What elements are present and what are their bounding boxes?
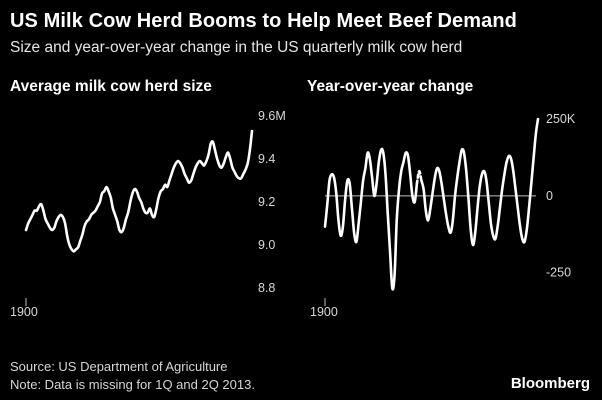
yoy-change-x-tick-label: 1900 <box>310 305 338 319</box>
herd-size-y-tick-0: 8.8 <box>258 281 275 295</box>
yoy-change-y-tick-0: -250 <box>546 266 571 280</box>
data-note: Note: Data is missing for 1Q and 2Q 2013… <box>10 377 255 392</box>
herd-size-y-tick-1: 9.0 <box>258 238 275 252</box>
yoy-change-series-line-0-seg-0 <box>323 147 419 291</box>
yoy-change-y-tick-1: 0 <box>546 189 553 203</box>
herd-size-y-tick-2: 9.2 <box>258 195 275 209</box>
bloomberg-logo: Bloomberg <box>510 375 590 392</box>
chart-title: US Milk Cow Herd Booms to Help Meet Beef… <box>10 10 517 32</box>
herd-size-x-tick-label: 1900 <box>10 305 38 319</box>
left-panel-title: Average milk cow herd size <box>10 78 212 95</box>
yoy-change-series-line-0-seg-1 <box>415 169 423 185</box>
yoy-change-y-tick-2: 250K <box>546 112 576 126</box>
chart-subtitle: Size and year-over-year change in the US… <box>10 39 463 56</box>
yoy-change-series-line-0-seg-2 <box>420 117 540 247</box>
right-panel-title: Year-over-year change <box>307 78 474 95</box>
herd-size-y-tick-4: 9.6M <box>258 109 286 123</box>
herd-size-y-tick-3: 9.4 <box>258 152 275 166</box>
source-note: Source: US Department of Agriculture <box>10 359 228 374</box>
herd-size-series-line-0-seg-0 <box>24 129 254 253</box>
